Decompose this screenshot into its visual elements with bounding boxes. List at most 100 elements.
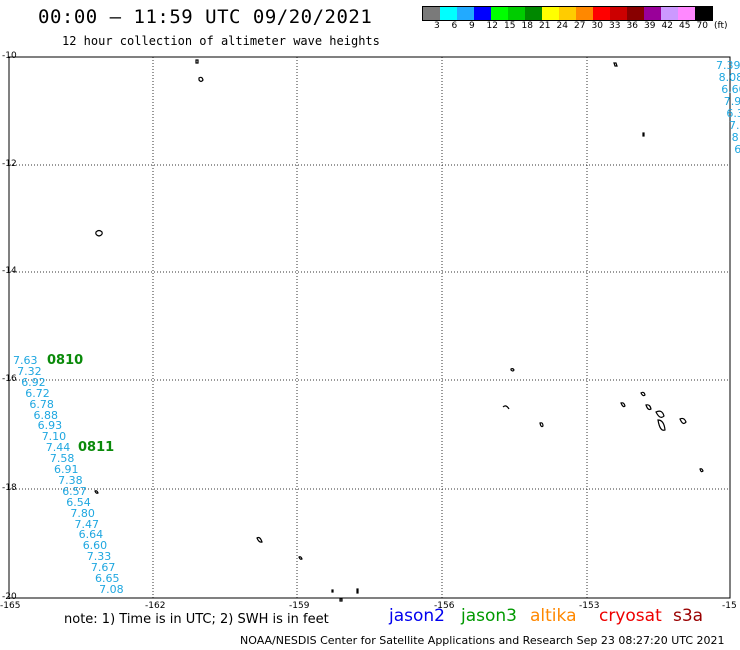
island-9 (640, 391, 646, 397)
island-2 (198, 76, 204, 83)
swh-value: 6.60 (721, 83, 740, 96)
swh-value: 7.58 (49, 452, 75, 466)
swh-value: 6.93 (37, 419, 63, 433)
legend-label: 36 (626, 21, 638, 31)
legend-swatch (508, 7, 525, 20)
lon-label: -162 (145, 601, 166, 611)
legend-label: 30 (591, 21, 603, 31)
legend-swatch (627, 7, 644, 20)
sat-cryosat: cryosat (599, 606, 662, 626)
legend-swatch (542, 7, 559, 20)
island-16 (256, 536, 263, 543)
legend-label: 42 (661, 21, 673, 31)
swh-value: 7.39 (716, 59, 740, 72)
map-frame (8, 56, 731, 599)
island-4 (613, 62, 618, 67)
island-20 (356, 588, 359, 594)
swh-value: 8 (731, 131, 739, 144)
swh-value: 7.32 (17, 364, 42, 378)
island-19 (339, 598, 343, 602)
legend-label: 18 (521, 21, 533, 31)
legend-swatch (644, 7, 661, 20)
island-15 (94, 490, 99, 494)
legend-label: 3 (434, 21, 440, 31)
lat-label: -14 (2, 266, 17, 276)
legend-swatch (610, 7, 627, 20)
islands (94, 59, 704, 602)
island-12 (655, 410, 666, 431)
island-7 (502, 405, 510, 410)
legend-label: 21 (539, 21, 551, 31)
legend-label: 6 (451, 21, 458, 31)
lat-label: -16 (2, 374, 17, 384)
legend-swatch (474, 7, 491, 20)
legend-swatch (491, 7, 508, 20)
note-text: note: 1) Time is in UTC; 2) SWH is in fe… (64, 612, 329, 627)
island-1 (195, 59, 199, 64)
legend-label: 70 (696, 21, 708, 31)
legend-swatch (695, 7, 712, 20)
legend-swatch (593, 7, 610, 20)
legend-label: 27 (574, 21, 586, 31)
legend-label: 45 (679, 21, 691, 31)
lat-label: -12 (2, 159, 17, 169)
legend-swatch (440, 7, 457, 20)
sat-s3a: s3a (673, 606, 704, 626)
swh-value: 7.67 (90, 561, 116, 575)
swh-value: 7. (729, 119, 740, 132)
legend-label: 9 (469, 21, 475, 31)
lat-label: -18 (2, 483, 17, 493)
sat-altika: altika (530, 606, 577, 626)
lon-label: -153 (579, 601, 600, 611)
footer-credit: NOAA/NESDIS Center for Satellite Applica… (240, 634, 725, 647)
color-scale-labels: 3 6 9 12 15 18 21 24 27 30 33 36 39 42 45 70 (ft) (422, 21, 740, 33)
map-subtitle: 12 hour collection of altimeter wave hei… (62, 34, 380, 48)
map-title: 00:00 – 11:59 UTC 09/20/2021 (38, 6, 373, 28)
swh-value: 6.92 (21, 375, 46, 389)
swh-value: 7.63 (13, 354, 38, 367)
altimeter-track-right: 7.398.086.607.96.37.86 (700, 57, 740, 177)
lon-label: -165 (0, 601, 21, 611)
lon-label: -159 (289, 601, 310, 611)
legend-swatch (559, 7, 576, 20)
legend-label: 15 (504, 21, 516, 31)
legend-label: 39 (644, 21, 656, 31)
legend-swatch (661, 7, 678, 20)
lat-label: -20 (2, 592, 17, 602)
swh-value: 7.38 (58, 473, 83, 487)
island-11 (645, 404, 652, 411)
swh-value: 6 (734, 143, 740, 156)
pass-time-label: 0810 (47, 353, 84, 368)
swh-value: 6.54 (66, 495, 91, 509)
swh-value: 8.08 (718, 71, 740, 84)
lon-label: -156 (434, 601, 455, 611)
island-6 (510, 368, 515, 372)
swh-value: 7.80 (70, 506, 95, 520)
swh-value: 7.10 (41, 430, 67, 444)
swh-value: 7.9 (723, 95, 740, 108)
color-scale-legend (422, 6, 713, 21)
sat-jason3: jason3 (461, 606, 517, 626)
island-3 (95, 229, 103, 237)
swh-value: 6.60 (82, 539, 108, 553)
legend-label: 24 (556, 21, 568, 31)
swh-value: 6.3 (726, 107, 740, 120)
legend-label: 12 (486, 21, 498, 31)
island-18 (331, 589, 334, 593)
lat-label: -10 (2, 51, 17, 61)
island-8 (539, 422, 544, 428)
island-17 (298, 556, 303, 560)
island-14 (699, 468, 704, 473)
swh-value: 6.72 (25, 386, 50, 400)
legend-swatch (576, 7, 593, 20)
swh-value: 6.65 (95, 572, 120, 585)
map-grid (10, 57, 730, 598)
swh-value: 6.88 (33, 408, 59, 422)
legend-swatch (678, 7, 695, 20)
island-13 (679, 417, 687, 425)
legend-label: (ft) (714, 21, 728, 31)
pass-time-label: 0811 (78, 440, 115, 455)
lon-label: -15 (722, 601, 737, 611)
sat-jason2: jason2 (389, 606, 445, 626)
